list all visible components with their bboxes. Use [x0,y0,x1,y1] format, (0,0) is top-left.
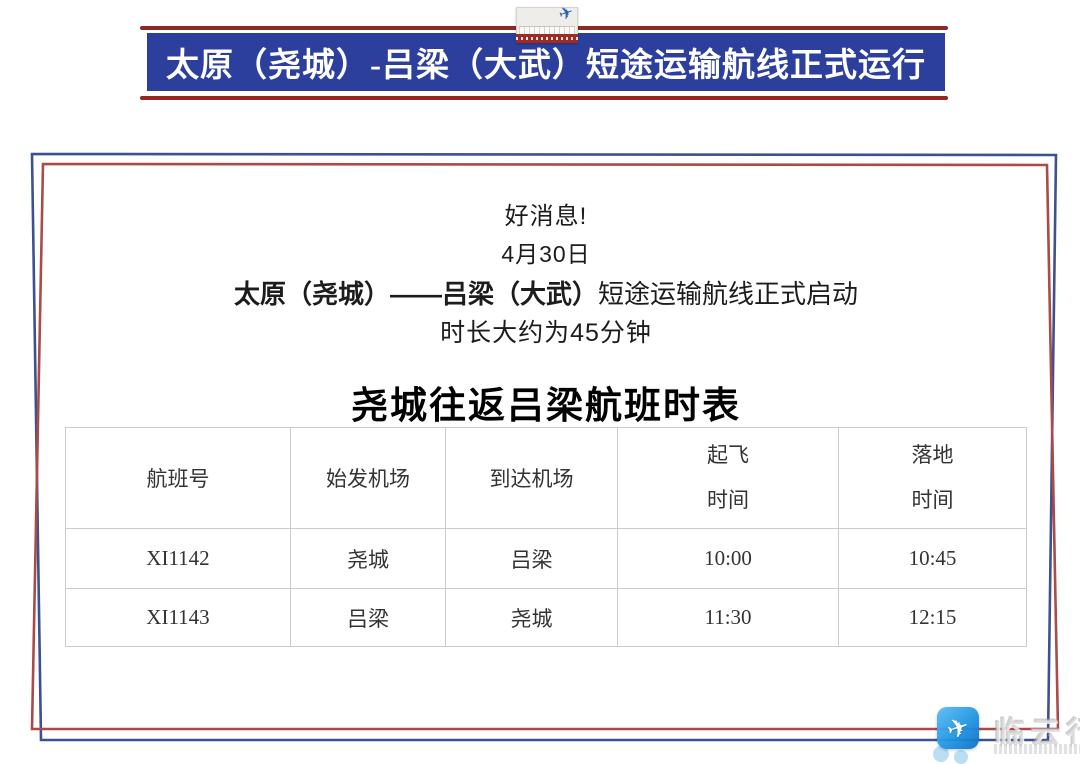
announcement-line-duration: 时长大约为45分钟 [440,319,652,347]
cell-flight-number: XI1142 [65,528,291,589]
header-landing-time: 落地 时间 [838,427,1027,529]
terminal-building-graphic [519,26,575,34]
cell-takeoff-time: 11:30 [617,588,839,647]
cell-takeoff-time: 10:00 [617,528,839,589]
frame-blue-border [30,152,1058,742]
cell-landing-time: 12:15 [838,588,1027,647]
banner-title: 太原（尧城）-吕梁（大武）短途运输航线正式运行 [166,48,926,84]
route-names: 太原（尧城）——吕梁（大武） [233,279,598,309]
header-takeoff-time: 起飞 时间 [617,427,839,529]
table-header-row: 航班号 始发机场 到达机场 起飞 时间 落地 时间 [65,427,1027,529]
header-landing-line2: 时间 [911,488,954,512]
airport-photo-logo: ✈ [516,2,578,43]
header-arrival-airport: 到达机场 [445,427,618,529]
announcement-line-route: 太原（尧城）——吕梁（大武）短途运输航线正式启动 [12,274,1080,311]
frame-red-border [30,162,1060,731]
announcement-line-good-news: 好消息! [504,203,588,230]
flight-timetable: 航班号 始发机场 到达机场 起飞 时间 落地 时间 XI1142 尧城 吕梁 1… [65,427,1027,647]
table-row: XI1143 吕梁 尧城 11:30 12:15 [65,588,1027,647]
schedule-title: 尧城往返吕梁航班时表 [351,385,741,426]
cell-flight-number: XI1143 [65,588,291,647]
watermark-plane-icon: ✈ [942,710,973,746]
watermark-app-icon: ✈ [937,707,979,749]
header-takeoff-line1: 起飞 [707,443,749,467]
watermark-bubble-icon [954,750,968,764]
header-takeoff-line2: 时间 [707,488,749,512]
route-launch-text: 短途运输航线正式启动 [598,279,859,309]
announcement-line-date: 4月30日 [501,241,591,267]
watermark-bubble-icon [933,746,949,762]
cell-departure-airport: 吕梁 [290,588,446,647]
cell-departure-airport: 尧城 [290,528,446,589]
header-flight-number: 航班号 [65,427,291,529]
watermark: ✈ 临云行 [930,694,1080,764]
header-landing-line1: 落地 [911,443,954,467]
airline-banner: 太原（尧城）-吕梁（大武）短途运输航线正式运行 [147,33,945,91]
cell-landing-time: 10:45 [838,528,1027,589]
cell-arrival-airport: 尧城 [445,588,618,647]
plane-icon: ✈ [556,2,576,25]
header-departure-airport: 始发机场 [290,427,446,529]
cell-arrival-airport: 吕梁 [445,528,618,589]
logo-red-band [516,34,578,43]
watermark-subtext [992,744,1080,754]
header-rule-bottom [140,96,948,100]
table-row: XI1142 尧城 吕梁 10:00 10:45 [65,528,1027,589]
